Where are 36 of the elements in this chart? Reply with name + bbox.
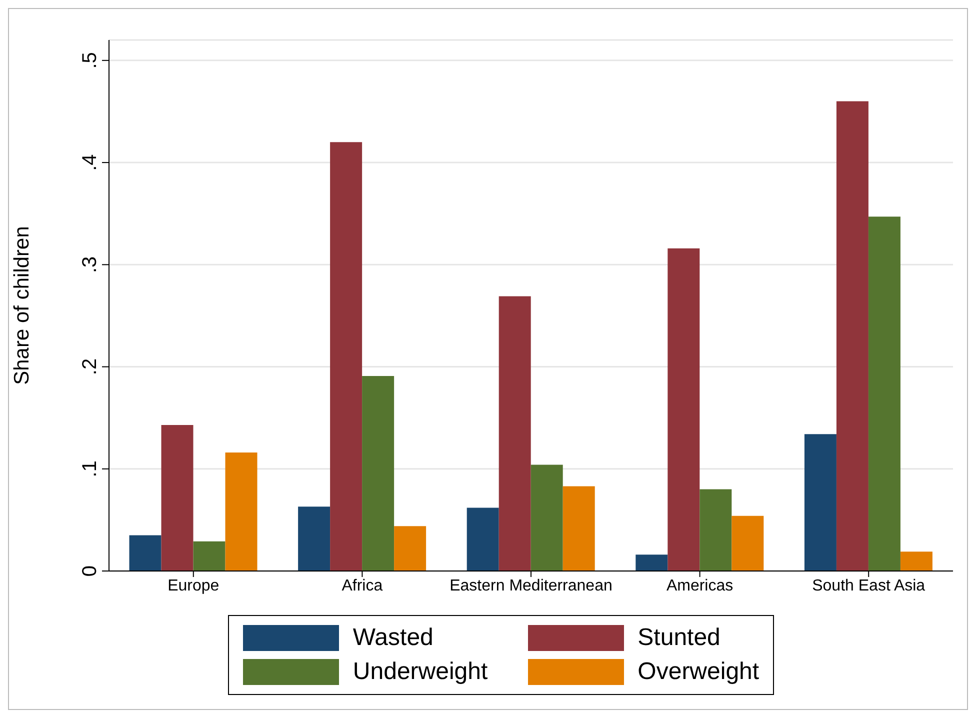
y-tick-label: .3 [79,256,101,273]
y-tick-label: 0 [79,565,101,577]
legend-label: Wasted [352,624,434,652]
bar [225,452,258,571]
y-tick-label: .2 [79,358,101,376]
legend-label: Stunted [638,624,720,652]
bar [804,434,836,571]
x-tick-label: Africa [342,577,383,594]
legend-label: Overweight [638,658,760,686]
legend-label: Underweight [352,658,488,686]
bar [129,535,162,571]
bar [193,541,226,571]
bar [530,464,563,571]
bar [161,424,194,571]
y-tick-label: .5 [79,52,101,69]
bar [466,508,499,571]
x-tick-label: South East Asia [812,577,926,594]
bar [498,296,531,571]
x-tick-label: Europe [168,577,220,594]
y-axis-title: Share of children [10,226,34,385]
bar [636,554,668,571]
bar [330,142,362,571]
x-tick-label: Americas [666,577,734,594]
y-tick-label: .1 [79,460,101,478]
bar [868,216,900,571]
bar [900,552,932,571]
bar [668,248,700,571]
bar [562,486,595,571]
bar [394,526,426,571]
bar [298,506,330,571]
y-tick-label: .4 [79,154,101,171]
bar [732,516,764,571]
bar [700,489,732,571]
x-tick-label: Eastern Mediterranean [450,577,612,594]
bar [836,101,868,571]
bar [362,376,394,571]
